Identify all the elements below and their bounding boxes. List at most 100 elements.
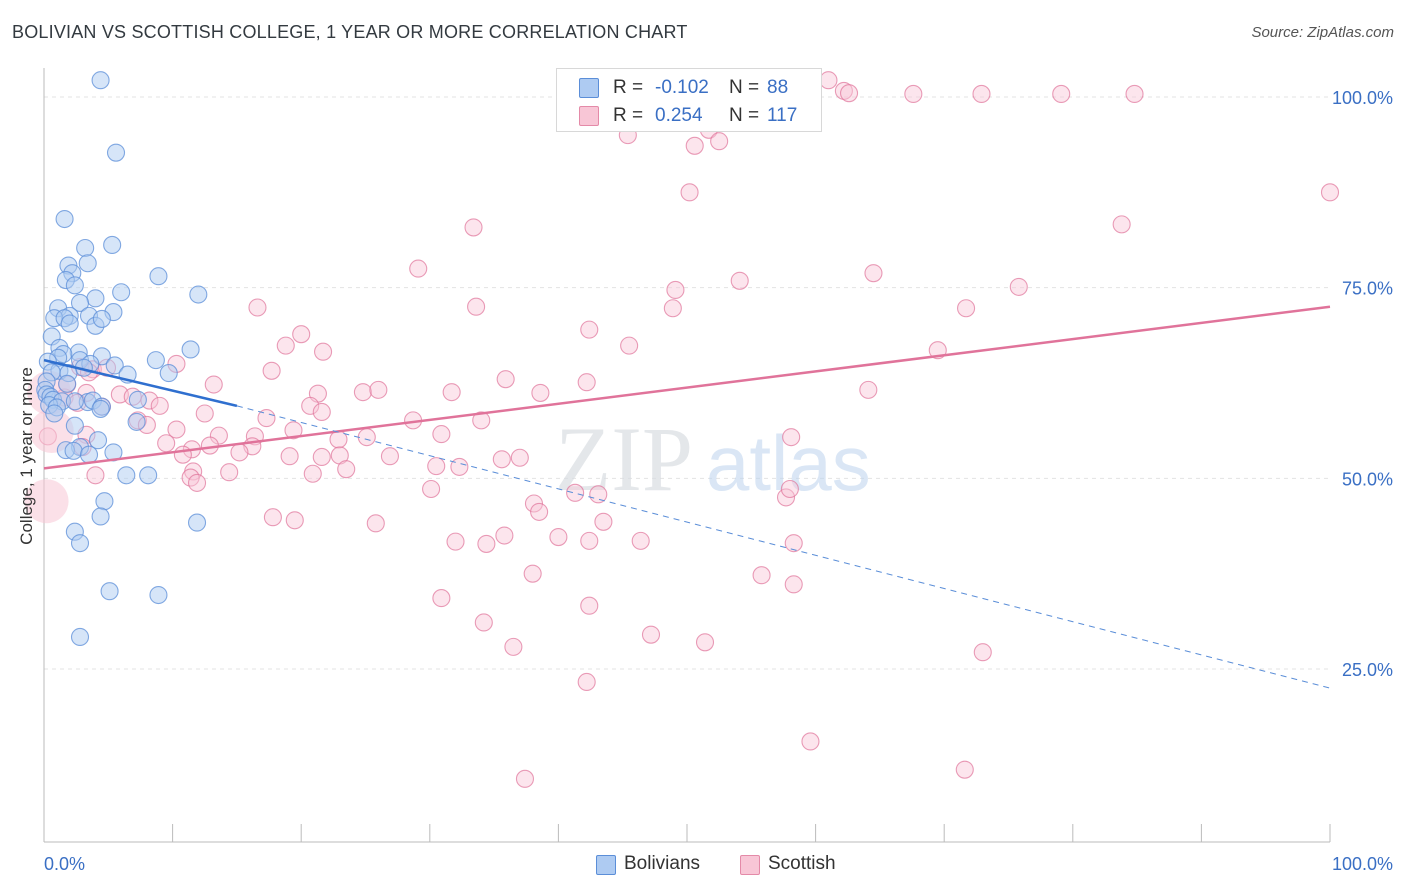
scottish-point — [577, 373, 596, 392]
bolivian-point — [86, 289, 105, 308]
scottish-point — [776, 488, 796, 507]
legend-r-label: R = — [613, 105, 644, 126]
scottish-point — [353, 383, 372, 402]
scottish-point — [204, 375, 223, 394]
scottish-point — [427, 457, 446, 476]
bolivian-point — [146, 351, 165, 370]
scottish-point — [173, 445, 192, 464]
scottish-point — [641, 625, 661, 644]
scottish-point — [1125, 84, 1144, 103]
scottish-point — [972, 84, 991, 103]
bolivian-point — [149, 585, 168, 605]
watermark-atlas: atlas — [706, 419, 871, 507]
bolivian-point — [112, 283, 131, 302]
scottish-point — [167, 420, 186, 439]
legend-row-scottish: R = 0.254 N = 117 — [557, 101, 821, 129]
scottish-point — [580, 531, 599, 550]
bolivian-point — [181, 340, 200, 359]
scottish-point — [280, 447, 299, 466]
bolivian-point — [149, 267, 168, 286]
scottish-point-large — [24, 479, 69, 524]
scottish-point — [955, 760, 974, 779]
bolivian-point — [189, 285, 208, 304]
y-axis-label: College, 1 year or more — [17, 367, 36, 545]
scottish-trend-line — [43, 305, 1331, 470]
scottish-point — [663, 299, 682, 318]
bolivian-point — [159, 364, 178, 383]
scottish-point — [303, 464, 322, 483]
y-tick-label: 100.0% — [1332, 88, 1393, 108]
grid-lines — [44, 96, 1330, 670]
tick-labels: 25.0% 50.0% 75.0% 100.0% 0.0% 100.0% — [44, 88, 1393, 874]
scottish-point — [1112, 215, 1131, 234]
scottish-point — [312, 447, 331, 467]
chart-title: BOLIVIAN VS SCOTTISH COLLEGE, 1 YEAR OR … — [12, 22, 688, 42]
bolivian-point — [70, 627, 90, 647]
scottish-point — [864, 264, 883, 283]
scottish-point — [150, 396, 169, 415]
legend-n-value-scottish: 117 — [767, 105, 798, 126]
scottish-point — [580, 596, 599, 615]
scottish-point — [515, 769, 535, 788]
scottish-point — [819, 71, 838, 90]
scottish-point — [157, 434, 176, 453]
scottish-point — [357, 428, 376, 447]
legend-n-value-bolivians: 88 — [767, 77, 789, 98]
legend-r-value-bolivians: -0.102 — [655, 77, 709, 98]
bolivian-point — [88, 431, 108, 450]
scottish-point — [839, 84, 859, 103]
scottish-point — [442, 383, 461, 402]
scottish-point — [314, 342, 333, 361]
scottish-point — [220, 463, 239, 482]
scottish-point — [86, 466, 105, 485]
scottish-point — [292, 325, 311, 344]
scottish-point — [369, 380, 388, 399]
bolivian-point — [60, 314, 79, 333]
legend-r-label: R = — [613, 77, 644, 98]
scottish-point — [495, 526, 514, 545]
bolivian-point — [76, 238, 95, 258]
bolivian-point — [45, 404, 64, 423]
bolivian-point — [187, 513, 207, 532]
scottish-point — [510, 448, 529, 467]
bolivian-point — [65, 416, 84, 435]
bolivian-point — [139, 466, 158, 485]
scottish-point — [409, 259, 428, 278]
bolivian-point — [70, 293, 90, 312]
scottish-point — [784, 575, 803, 594]
scottish-point — [284, 421, 303, 440]
scottish-point — [784, 534, 803, 553]
bolivian-point — [65, 276, 84, 295]
legend-n-label: N = — [729, 77, 760, 98]
series-legend: Bolivians Scottish — [0, 850, 1406, 880]
watermark: ZIP atlas — [555, 408, 871, 510]
scottish-point — [230, 443, 249, 462]
scottish-point — [589, 485, 608, 504]
scottish-point — [432, 589, 451, 608]
scottish-point — [631, 531, 650, 550]
scottish-point — [263, 508, 282, 527]
scottish-point — [496, 370, 515, 389]
scottish-point — [730, 271, 749, 290]
scottish-point — [695, 633, 715, 652]
scottish-point — [472, 411, 491, 430]
scottish-point — [432, 425, 451, 444]
x-tick-label: 0.0% — [44, 854, 85, 874]
legend-r-value-scottish: 0.254 — [655, 105, 703, 126]
bolivian-point — [91, 507, 110, 526]
scottish-point — [195, 404, 214, 423]
bolivian-trend-line — [43, 358, 238, 408]
legend-swatch-scottish — [740, 855, 760, 875]
scottish-point — [492, 450, 511, 469]
scottish-point — [474, 613, 493, 632]
scottish-point — [580, 320, 599, 339]
legend-swatch-scottish — [579, 106, 599, 126]
bolivian-point — [106, 143, 126, 162]
scottish-point — [301, 396, 320, 415]
scottish-point — [1052, 84, 1071, 103]
bolivian-point — [127, 412, 146, 431]
bolivian-point — [91, 71, 110, 90]
bolivian-point — [128, 390, 147, 409]
bolivian-point — [64, 441, 83, 460]
